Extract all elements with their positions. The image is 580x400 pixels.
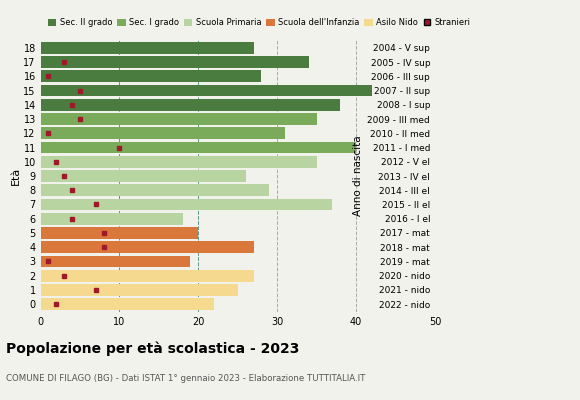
Y-axis label: Anno di nascita: Anno di nascita: [353, 136, 363, 216]
Bar: [41, 113, 317, 125]
Bar: [41, 241, 253, 253]
Y-axis label: Età: Età: [10, 167, 20, 185]
Bar: [41, 142, 356, 153]
Bar: [41, 85, 372, 96]
Text: Popolazione per età scolastica - 2023: Popolazione per età scolastica - 2023: [6, 342, 299, 356]
Bar: [41, 128, 285, 139]
Bar: [41, 156, 317, 168]
Bar: [41, 42, 253, 54]
Bar: [41, 184, 269, 196]
Bar: [41, 56, 309, 68]
Bar: [41, 170, 246, 182]
Bar: [41, 99, 340, 111]
Bar: [41, 256, 190, 267]
Bar: [41, 199, 332, 210]
Bar: [41, 70, 262, 82]
Bar: [41, 213, 183, 224]
Bar: [41, 227, 198, 239]
Bar: [41, 298, 214, 310]
Bar: [41, 270, 253, 282]
Text: COMUNE DI FILAGO (BG) - Dati ISTAT 1° gennaio 2023 - Elaborazione TUTTITALIA.IT: COMUNE DI FILAGO (BG) - Dati ISTAT 1° ge…: [6, 374, 365, 383]
Bar: [41, 284, 238, 296]
Legend: Sec. II grado, Sec. I grado, Scuola Primaria, Scuola dell'Infanzia, Asilo Nido, : Sec. II grado, Sec. I grado, Scuola Prim…: [45, 15, 474, 30]
